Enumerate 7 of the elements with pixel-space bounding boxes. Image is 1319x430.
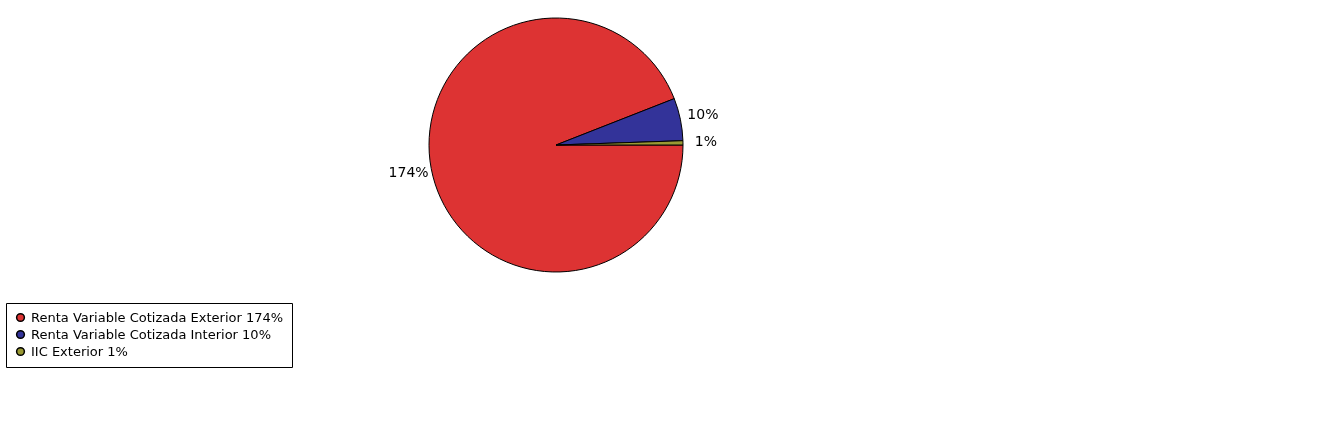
- data-label: 10%: [687, 105, 719, 122]
- legend-label: Renta Variable Cotizada Interior 10%: [31, 326, 271, 342]
- legend-label: Renta Variable Cotizada Exterior 174%: [31, 309, 284, 325]
- legend-label: IIC Exterior 1%: [31, 343, 128, 359]
- data-label: 1%: [694, 133, 718, 150]
- pie-slice: [428, 17, 684, 273]
- data-label: 174%: [388, 163, 429, 180]
